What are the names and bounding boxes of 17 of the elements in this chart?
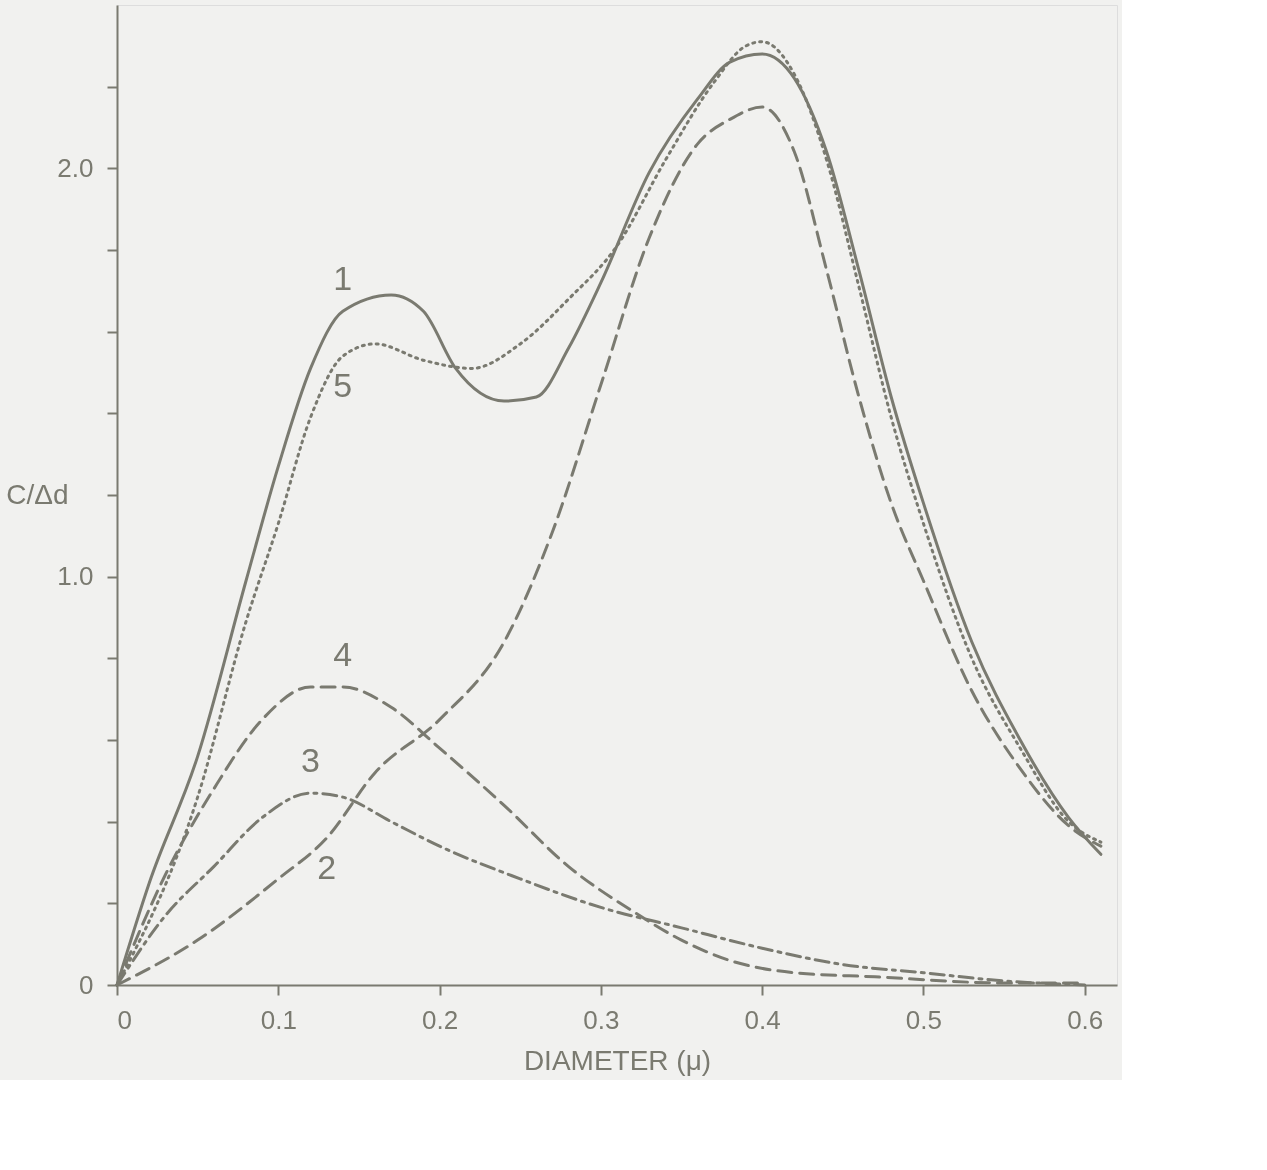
annotation: 2 [317, 848, 337, 886]
y-tick-label: 2.0 [57, 152, 94, 183]
annotation: 4 [333, 634, 353, 673]
x-tick-label: 0.4 [744, 1004, 781, 1035]
x-tick-label: 0.3 [583, 1004, 620, 1035]
y-tick-label: 1.0 [57, 561, 94, 592]
annotation: 3 [301, 741, 321, 780]
x-tick-label: 0.6 [1067, 1004, 1104, 1035]
x-tick-label: 0.1 [260, 1004, 297, 1035]
annotation: 5 [333, 366, 353, 405]
x-tick-label: 0.2 [422, 1004, 459, 1035]
x-tick-label: 0 [117, 1004, 132, 1035]
x-tick-label: 0.5 [905, 1004, 943, 1035]
y-tick-label: 0 [79, 969, 94, 1000]
x-axis-title: DIAMETER (μ) [523, 1044, 712, 1076]
annotation: 1 [333, 259, 353, 298]
y-axis-title: C/Δd [6, 478, 69, 510]
